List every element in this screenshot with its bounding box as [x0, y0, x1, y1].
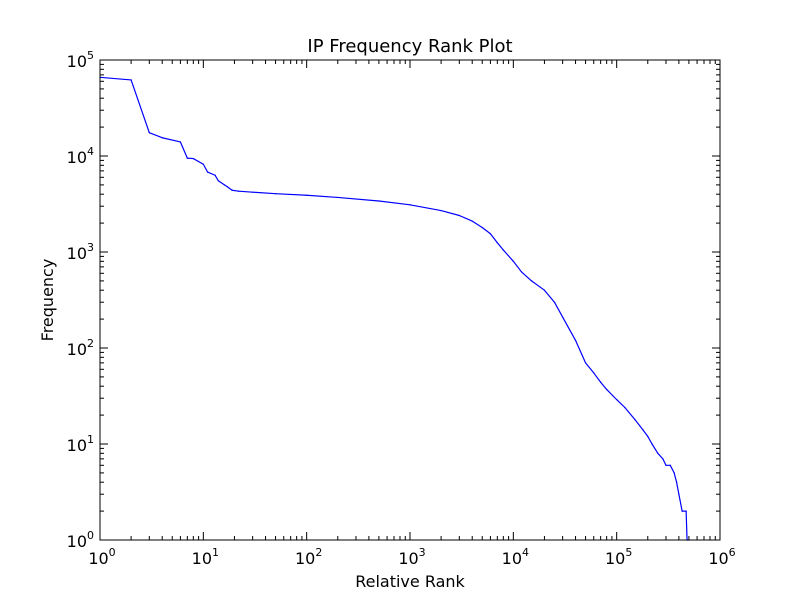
series-line-segment	[471, 220, 483, 229]
data-lines	[99, 76, 691, 541]
x-tick-label-base: 10	[295, 549, 315, 568]
series-line-segment	[489, 233, 498, 244]
x-tick-label-base: 10	[192, 549, 212, 568]
y-tick-label-base: 10	[67, 340, 87, 359]
series-line-segment	[675, 481, 680, 495]
series-line-segment	[662, 458, 667, 466]
series-line-segment	[192, 157, 204, 165]
series-line-segment	[685, 510, 688, 541]
series-line-segment	[624, 406, 636, 421]
x-tick-label: 101	[192, 546, 219, 568]
series-line-segment	[642, 429, 649, 437]
series-line-segment	[657, 452, 664, 460]
series-line-segment	[584, 362, 595, 374]
y-tick-label-base: 10	[67, 436, 87, 455]
series-line-segment	[530, 280, 546, 291]
series-line-segment	[458, 214, 473, 222]
series-line-segment	[130, 79, 150, 134]
series-line-segment	[593, 372, 602, 383]
y-tick-label-base: 10	[67, 532, 87, 551]
x-tick-label-exponent: 0	[109, 546, 116, 559]
y-tick-label: 104	[67, 145, 94, 167]
series-line-segment	[274, 193, 308, 196]
series-line-segment	[678, 493, 683, 512]
series-line-segment	[502, 249, 514, 262]
series-line-segment	[647, 435, 653, 445]
x-tick-label: 105	[605, 546, 632, 568]
series-line-segment	[179, 141, 188, 159]
series-line-segment	[252, 191, 277, 195]
series-line-segment	[231, 189, 240, 192]
series-line-segment	[148, 132, 163, 139]
y-tick-label: 105	[67, 49, 94, 71]
x-tick-label-base: 10	[708, 549, 728, 568]
x-tick-label-exponent: 2	[315, 546, 322, 559]
x-tick-label-base: 10	[605, 549, 625, 568]
series-line-segment	[99, 76, 132, 81]
series-line-segment	[207, 171, 216, 176]
series-line-segment	[238, 190, 254, 193]
x-tick-label: 102	[295, 546, 322, 568]
x-tick-label-exponent: 1	[212, 546, 219, 559]
y-tick-label-base: 10	[67, 148, 87, 167]
series-line-segment	[562, 316, 577, 341]
x-tick-label: 103	[398, 546, 425, 568]
y-tick-label-exponent: 4	[87, 145, 94, 158]
x-axis-label: Relative Rank	[355, 572, 465, 591]
y-tick-label: 101	[67, 433, 94, 455]
series-line-segment	[481, 226, 492, 235]
series-line-segment	[553, 301, 564, 318]
series-line-segment	[543, 289, 556, 303]
y-tick-label-exponent: 1	[87, 433, 94, 446]
series-line-segment	[651, 443, 659, 454]
series-line-segment	[520, 271, 533, 282]
y-tick-label-base: 10	[67, 52, 87, 71]
y-tick-label-exponent: 0	[87, 529, 94, 542]
y-tick-label-base: 10	[67, 244, 87, 263]
series-line-segment	[161, 137, 182, 143]
series-line-segment	[202, 163, 209, 173]
x-tick-label-exponent: 3	[419, 546, 426, 559]
x-tick-label-base: 10	[398, 549, 418, 568]
series-line-segment	[378, 200, 411, 206]
series-line-segment	[634, 418, 644, 431]
series-line-segment	[616, 399, 626, 409]
series-line-segment	[217, 180, 226, 186]
x-tick-label: 106	[708, 546, 735, 568]
y-tick-label-exponent: 3	[87, 241, 94, 254]
x-tick-label-base: 10	[88, 549, 108, 568]
series-line-segment	[606, 388, 618, 401]
y-tick-label: 103	[67, 241, 94, 263]
series-line-segment	[306, 194, 339, 199]
series-line-segment	[226, 186, 233, 191]
series-line-segment	[496, 242, 504, 251]
y-tick-label-exponent: 2	[87, 337, 94, 350]
series-line-segment	[409, 204, 442, 212]
series-line-segment	[337, 196, 380, 202]
series-line-segment	[600, 381, 608, 391]
plot-frame	[99, 59, 721, 541]
chart-title: IP Frequency Rank Plot	[307, 36, 512, 57]
x-tick-label: 104	[502, 546, 529, 568]
y-axis-label: Frequency	[38, 259, 57, 342]
x-tick-label-exponent: 6	[729, 546, 736, 559]
y-tick-label: 100	[67, 529, 94, 551]
series-line-segment	[214, 174, 220, 182]
x-tick-label: 100	[88, 546, 115, 568]
series-line-segment	[669, 464, 675, 474]
x-tick-label-base: 10	[502, 549, 522, 568]
series-line-segment	[574, 339, 587, 364]
series-line-segment	[440, 209, 460, 217]
series-line-segment	[673, 472, 678, 483]
y-tick-label: 102	[67, 337, 94, 359]
y-tick-label-exponent: 5	[87, 49, 94, 62]
x-tick-label-exponent: 5	[625, 546, 632, 559]
x-tick-label-exponent: 4	[522, 546, 529, 559]
series-line-segment	[512, 260, 523, 273]
